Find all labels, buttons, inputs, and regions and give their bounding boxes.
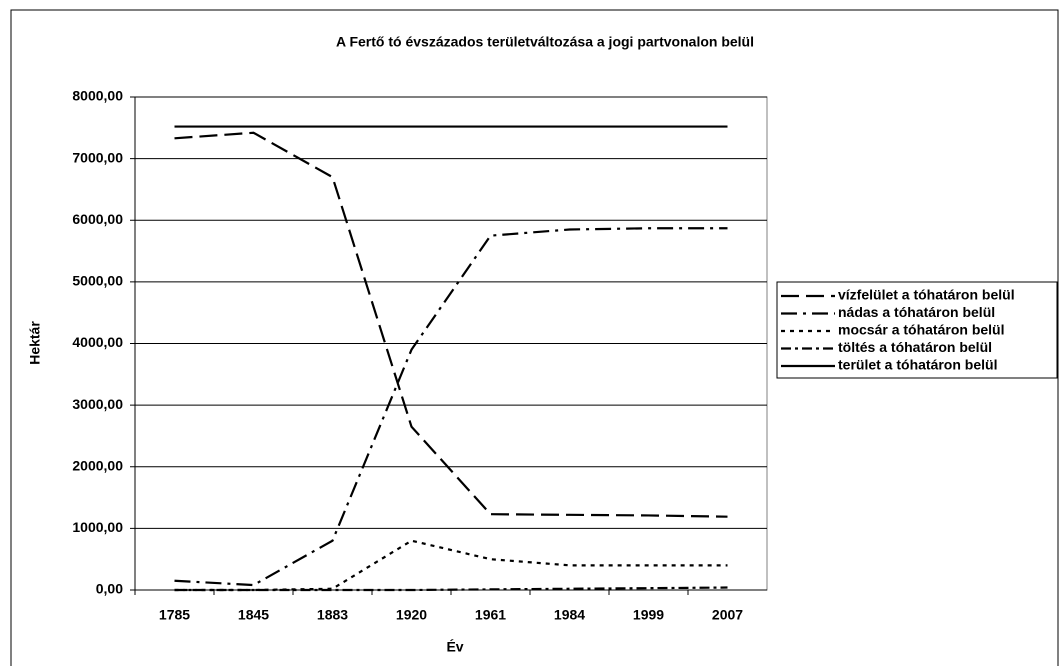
- x-tick-label: 1999: [633, 607, 664, 623]
- y-tick-label: 7000,00: [72, 149, 123, 165]
- y-tick-label: 0,00: [96, 581, 123, 597]
- y-tick-label: 5000,00: [72, 273, 123, 289]
- y-tick-label: 8000,00: [72, 88, 123, 104]
- x-axis-label: Év: [446, 639, 463, 655]
- legend-label: vízfelület a tóhatáron belül: [838, 287, 1015, 303]
- x-tick-label: 1785: [159, 607, 190, 623]
- y-tick-label: 4000,00: [72, 334, 123, 350]
- y-tick-label: 2000,00: [72, 457, 123, 473]
- x-tick-label: 2007: [712, 607, 743, 623]
- x-tick-label: 1920: [396, 607, 427, 623]
- legend-label: nádas a tóhatáron belül: [838, 304, 995, 320]
- x-tick-label: 1883: [317, 607, 348, 623]
- x-tick-label: 1961: [475, 607, 506, 623]
- x-tick-label: 1845: [238, 607, 269, 623]
- series-line: [174, 586, 728, 592]
- legend: [776, 281, 1058, 379]
- y-tick-label: 3000,00: [72, 396, 123, 412]
- y-tick-label: 6000,00: [72, 211, 123, 227]
- series-line: [174, 131, 728, 518]
- legend-label: töltés a tóhatáron belül: [838, 339, 992, 355]
- y-axis-label: Hektár: [27, 321, 43, 365]
- chart-title: A Fertő tó évszázados területváltozása a…: [336, 34, 754, 50]
- series-line: [174, 227, 728, 587]
- y-tick-label: 1000,00: [72, 519, 123, 535]
- legend-label: mocsár a tóhatáron belül: [838, 322, 1004, 338]
- legend-label: terület a tóhatáron belül: [838, 357, 997, 373]
- x-tick-label: 1984: [554, 607, 585, 623]
